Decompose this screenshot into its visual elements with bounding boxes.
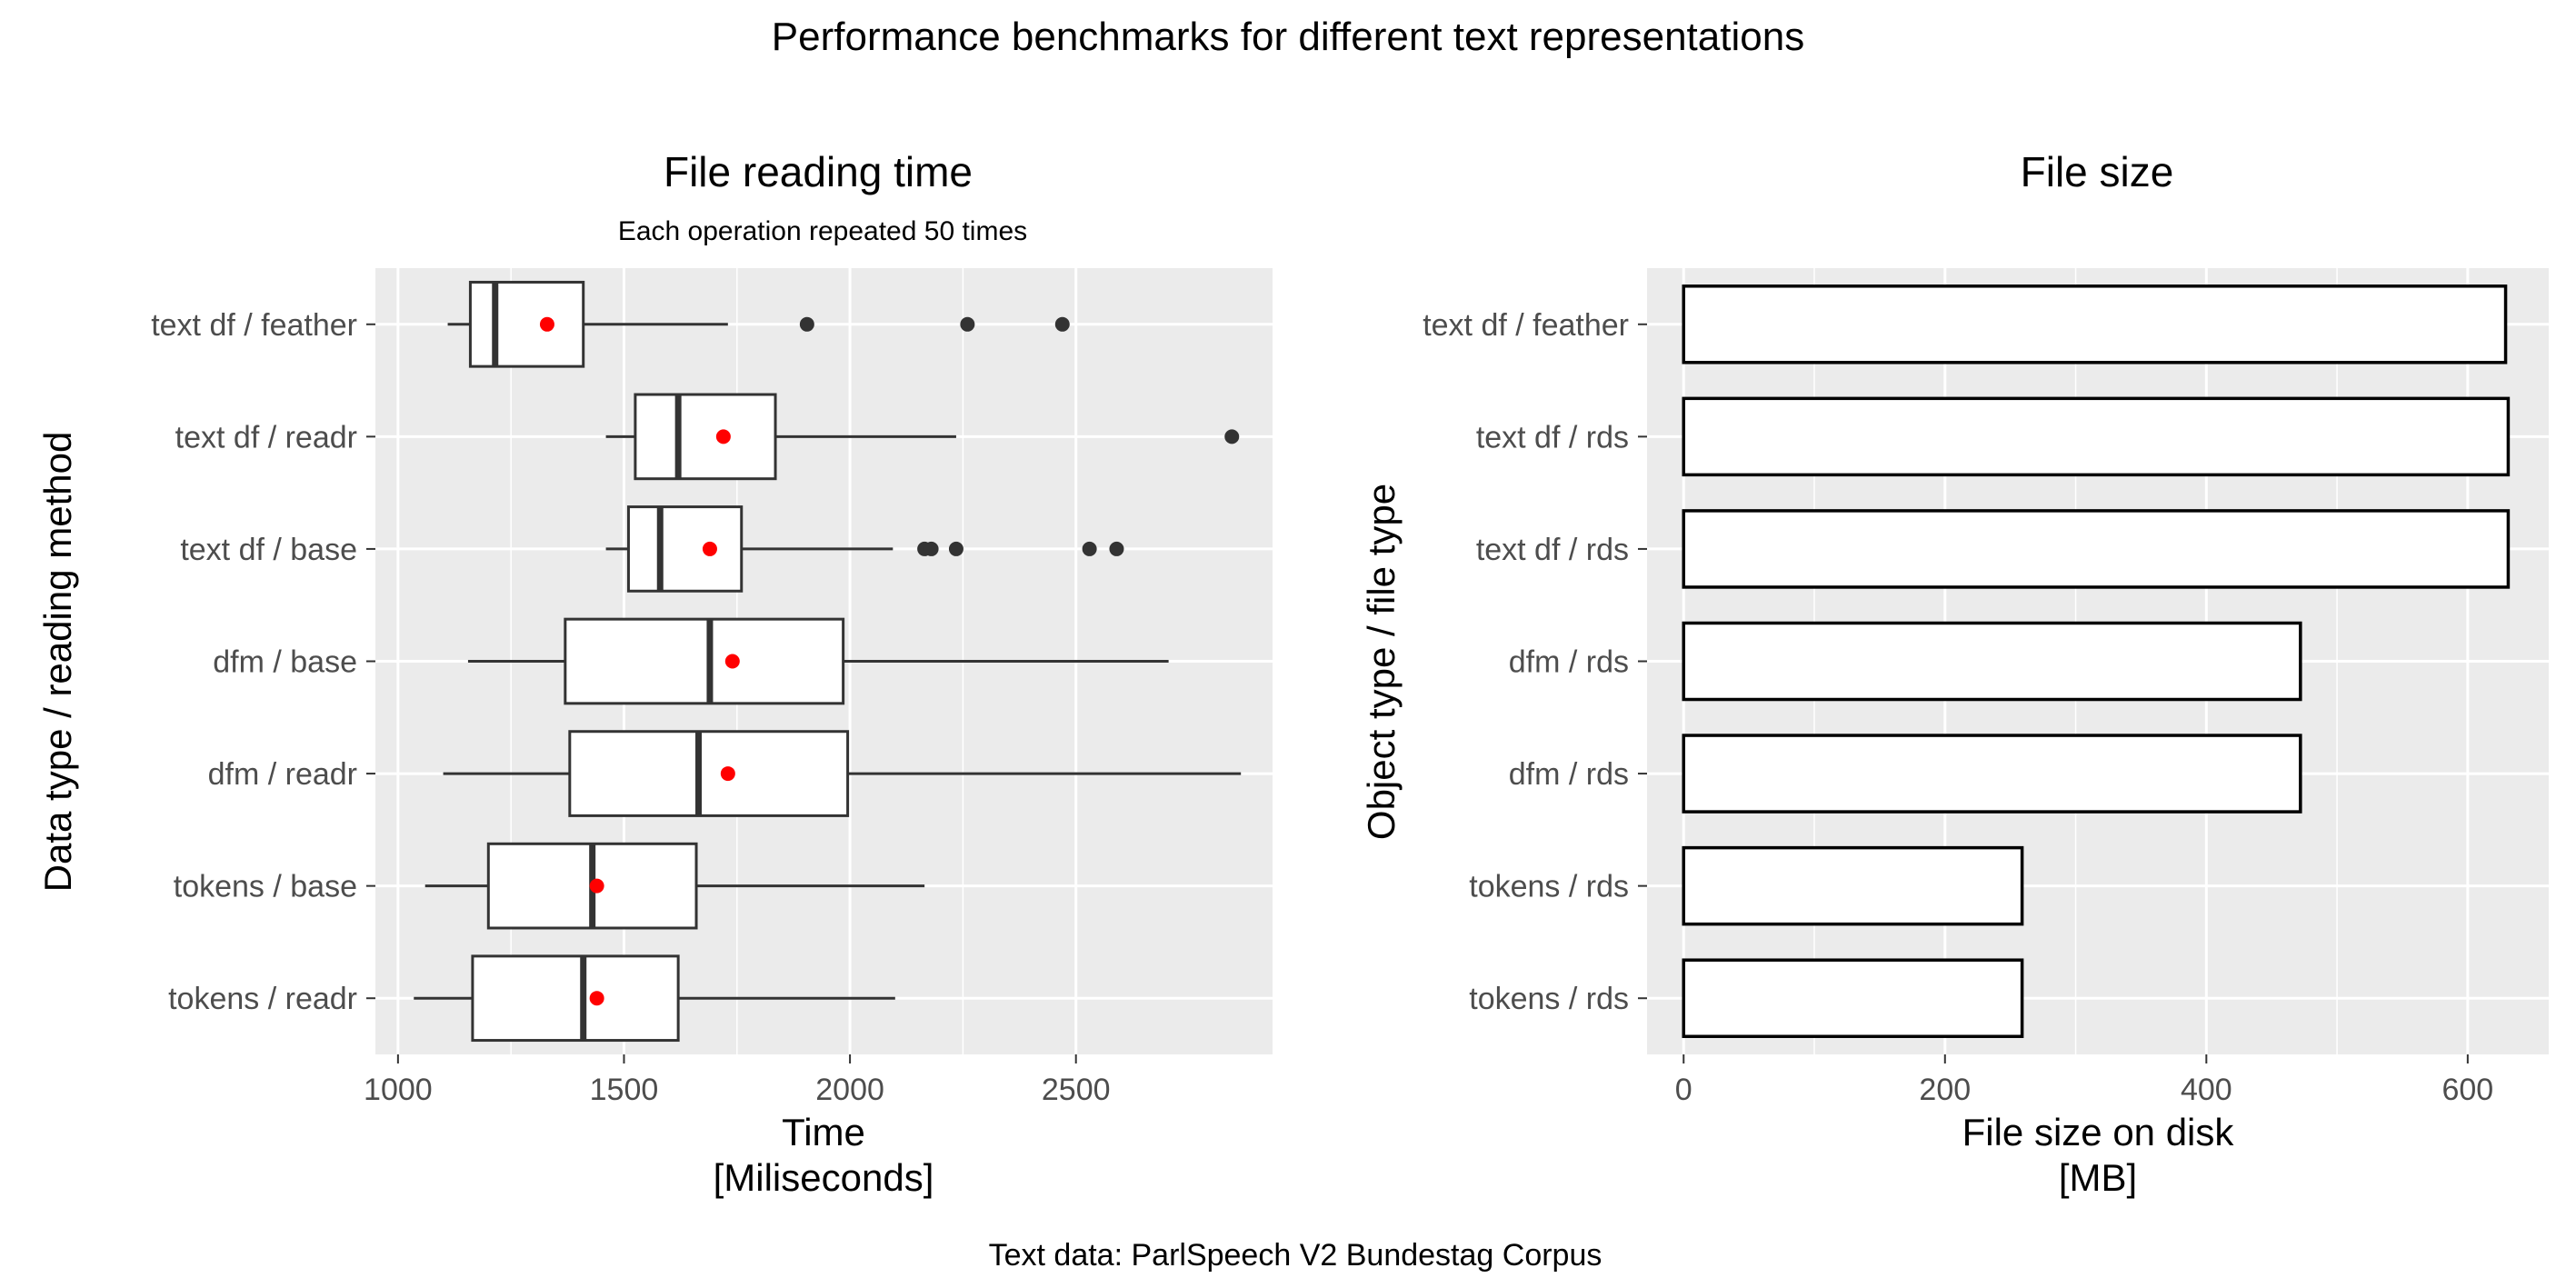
file-size-x-label-line2: [MB]: [2059, 1156, 2137, 1199]
reading-time-boxes: [414, 280, 1242, 1043]
x-tick-label: 1000: [364, 1073, 433, 1107]
reading-time-title: File reading time: [664, 148, 973, 195]
outlier-point: [799, 316, 814, 332]
figure-title: Performance benchmarks for different tex…: [772, 15, 1804, 59]
box-5: [424, 842, 925, 930]
bar-3: [1682, 621, 2302, 702]
y-tick-label: text df / rds: [1476, 420, 1629, 454]
y-tick-label: tokens / base: [174, 870, 357, 904]
x-tick-label: 0: [1675, 1073, 1692, 1107]
box-3: [467, 617, 1169, 705]
y-tick-label: tokens / readr: [168, 982, 357, 1016]
y-tick-label: text df / readr: [175, 420, 357, 454]
y-tick-label: text df / base: [180, 533, 357, 567]
outlier-point: [948, 541, 964, 556]
outlier-point: [960, 316, 975, 332]
y-tick-label: tokens / rds: [1469, 870, 1629, 904]
box-2: [605, 505, 1124, 593]
y-tick-label: dfm / rds: [1509, 757, 1629, 792]
reading-time-x-label-line1: Time: [782, 1111, 865, 1153]
box-iqr: [564, 617, 845, 705]
y-tick-label: dfm / readr: [208, 757, 357, 792]
file-size-x-axis: 0 200 400 600: [1675, 1054, 2493, 1107]
reading-time-y-label: Data type / reading method: [36, 432, 79, 893]
reading-time-subtitle: Each operation repeated 50 times: [618, 216, 1027, 246]
file-size-bars: [1682, 285, 2511, 1038]
y-tick-label: dfm / base: [213, 645, 357, 680]
file-size-y-label: Object type / file type: [1360, 484, 1403, 840]
x-tick-label: 1500: [590, 1073, 659, 1107]
bar-0: [1682, 285, 2508, 364]
reading-time-y-axis: text df / feather text df / readr text df …: [151, 308, 375, 1016]
file-size-x-label-line1: File size on disk: [1962, 1111, 2235, 1153]
y-tick-label: text df / feather: [1423, 308, 1629, 343]
outlier-point: [1082, 541, 1097, 556]
box-iqr: [568, 730, 850, 817]
y-tick-label: text df / rds: [1476, 533, 1629, 567]
box-iqr: [634, 393, 777, 481]
box-1: [605, 393, 1240, 481]
reading-time-x-axis: 1000 1500 2000 2500: [364, 1054, 1111, 1107]
box-iqr: [626, 505, 744, 593]
box-0: [447, 280, 1070, 368]
reading-time-x-label-line2: [Miliseconds]: [714, 1156, 934, 1199]
mean-point: [702, 541, 717, 556]
box-6: [414, 954, 895, 1043]
bar-6: [1682, 958, 2024, 1038]
outlier-point: [924, 541, 939, 556]
x-tick-label: 400: [2181, 1073, 2232, 1107]
reading-time-panel: File reading time Each operation repeate…: [36, 148, 1273, 1199]
bar-1: [1682, 396, 2511, 477]
x-tick-label: 600: [2441, 1073, 2493, 1107]
outlier-point: [1054, 316, 1070, 332]
box-4: [443, 730, 1242, 817]
box-iqr: [471, 954, 680, 1043]
x-tick-label: 200: [1919, 1073, 1971, 1107]
bar-4: [1682, 734, 2302, 814]
mean-point: [715, 429, 731, 444]
file-size-panel: File size text df / feather text df / rds…: [1360, 148, 2549, 1199]
file-size-y-axis: text df / feather text df / rds text df / …: [1423, 308, 1647, 1016]
y-tick-label: dfm / rds: [1509, 645, 1629, 680]
outlier-point: [1109, 541, 1124, 556]
bar-5: [1682, 845, 2024, 926]
x-tick-label: 2000: [815, 1073, 884, 1107]
figure-caption: Text data: ParlSpeech V2 Bundestag Corpu…: [989, 1238, 1603, 1273]
outlier-point: [1224, 429, 1240, 444]
y-tick-label: tokens / rds: [1469, 982, 1629, 1016]
mean-point: [720, 766, 735, 782]
box-iqr: [468, 280, 585, 368]
mean-point: [724, 654, 740, 669]
y-tick-label: text df / feather: [151, 308, 357, 343]
mean-point: [589, 991, 604, 1006]
x-tick-label: 2500: [1042, 1073, 1111, 1107]
mean-point: [539, 316, 554, 332]
mean-point: [589, 878, 604, 894]
file-size-title: File size: [2021, 148, 2174, 195]
bar-2: [1682, 509, 2511, 589]
